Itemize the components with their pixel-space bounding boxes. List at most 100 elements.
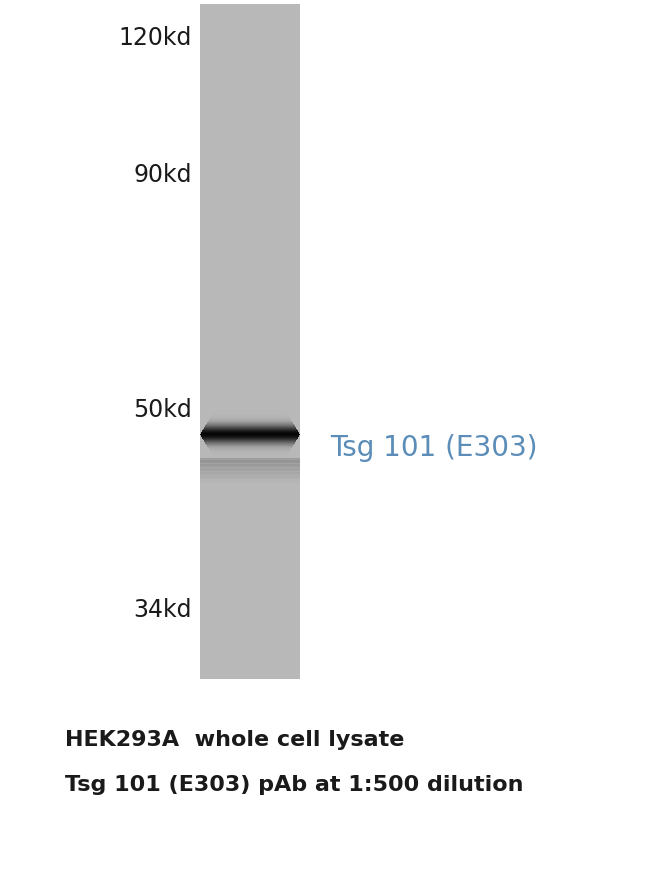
Bar (200, 481, 300, 482)
Bar (200, 477, 300, 478)
Bar (207, 423, 292, 424)
Bar (200, 469, 300, 470)
Bar (214, 411, 285, 412)
Bar (213, 455, 287, 456)
Bar (214, 413, 286, 414)
Bar (207, 446, 293, 447)
Bar (214, 457, 286, 458)
Bar (205, 443, 295, 444)
Bar (205, 425, 294, 426)
Bar (208, 447, 292, 448)
Bar (203, 440, 296, 441)
Text: 34kd: 34kd (133, 597, 192, 621)
Bar (213, 415, 288, 416)
Bar (200, 476, 300, 478)
Bar (200, 466, 300, 467)
Bar (213, 414, 287, 415)
Bar (200, 463, 300, 464)
Bar (212, 454, 288, 455)
Bar (200, 475, 300, 477)
Bar (202, 432, 298, 433)
Bar (202, 431, 298, 432)
Bar (213, 413, 287, 414)
Bar (200, 462, 300, 463)
Bar (209, 420, 291, 421)
Bar (207, 446, 292, 447)
Bar (200, 479, 300, 480)
Bar (204, 440, 296, 442)
Bar (207, 424, 293, 425)
Bar (209, 448, 292, 449)
Bar (214, 412, 286, 413)
Bar (200, 478, 300, 479)
Bar (200, 459, 300, 461)
Bar (204, 428, 296, 429)
Bar (200, 472, 300, 473)
Bar (205, 443, 294, 444)
Bar (202, 438, 298, 439)
Bar (207, 423, 292, 424)
Bar (200, 474, 300, 475)
Bar (200, 462, 300, 463)
Bar (215, 410, 285, 411)
Bar (200, 464, 300, 465)
Bar (200, 475, 300, 476)
Bar (200, 473, 300, 474)
Bar (205, 426, 295, 427)
Bar (200, 467, 300, 469)
Bar (200, 434, 300, 436)
Bar (205, 444, 294, 445)
Bar (213, 415, 287, 416)
Bar (211, 451, 289, 452)
Bar (200, 482, 300, 483)
Bar (202, 431, 298, 432)
Bar (200, 478, 300, 479)
Bar (211, 417, 289, 419)
Bar (208, 422, 292, 423)
Bar (202, 432, 299, 433)
Bar (201, 433, 299, 434)
Bar (202, 437, 299, 438)
Bar (200, 468, 300, 470)
Bar (209, 421, 291, 422)
Bar (202, 437, 298, 438)
Bar (206, 425, 294, 426)
Bar (208, 422, 292, 423)
Text: 120kd: 120kd (118, 26, 192, 50)
Bar (204, 441, 296, 442)
Bar (210, 451, 290, 452)
Bar (200, 466, 300, 468)
Bar (209, 450, 291, 451)
Bar (205, 427, 295, 428)
Bar (200, 480, 300, 481)
Bar (209, 449, 291, 450)
Bar (211, 452, 289, 454)
Text: Tsg 101 (E303): Tsg 101 (E303) (330, 433, 538, 462)
Bar (212, 454, 289, 455)
Bar (208, 447, 292, 448)
Bar (200, 471, 300, 472)
Bar (203, 430, 297, 431)
Bar (206, 444, 294, 445)
Bar (203, 439, 296, 440)
Bar (200, 470, 300, 471)
Bar (206, 424, 294, 425)
Bar (204, 428, 296, 429)
Bar (200, 465, 300, 466)
Bar (210, 418, 290, 419)
Bar (211, 453, 289, 454)
Text: 50kd: 50kd (133, 398, 192, 422)
Bar (210, 450, 290, 451)
Bar (200, 470, 300, 471)
Bar (200, 434, 300, 435)
Bar (201, 435, 300, 437)
Bar (200, 5, 300, 680)
Bar (203, 429, 296, 431)
Bar (200, 435, 300, 436)
Text: HEK293A  whole cell lysate: HEK293A whole cell lysate (65, 729, 404, 750)
Bar (210, 419, 290, 420)
Bar (209, 419, 291, 420)
Bar (205, 426, 294, 427)
Bar (213, 456, 287, 457)
Bar (214, 458, 285, 459)
